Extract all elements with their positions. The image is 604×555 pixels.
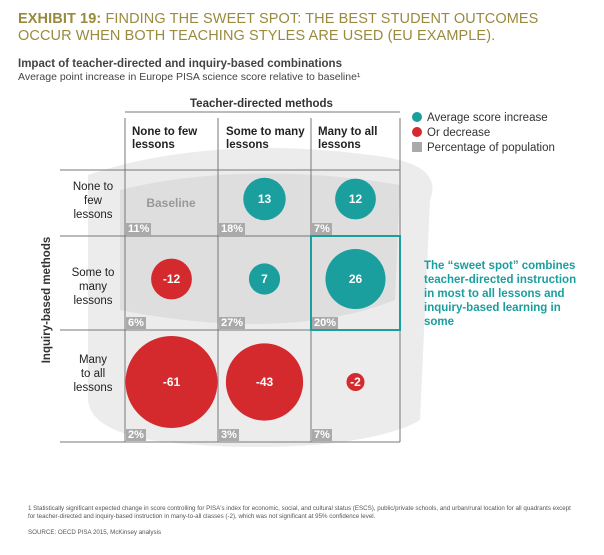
column-header-0: None to few lessons xyxy=(132,126,198,151)
sweet-spot-callout: The “sweet spot” combines teacher-direct… xyxy=(424,260,577,328)
column-axis-label: Teacher-directed methods xyxy=(190,98,333,110)
legend-decrease-swatch xyxy=(412,127,422,137)
bubble-value-r2-c2: -2 xyxy=(350,375,361,389)
column-header-1: Some to many lessons xyxy=(226,126,305,151)
bubble-r1-c1 xyxy=(248,263,281,295)
footnote: 1 Statistically significant expected cha… xyxy=(28,505,571,520)
row-header-1: Some to many lessons xyxy=(71,267,115,307)
population-pct-r1-c1: 27% xyxy=(219,317,246,329)
population-pct-r2-c1: 3% xyxy=(219,429,239,441)
population-pct-r0-c1: 18% xyxy=(219,223,246,235)
legend-increase-swatch xyxy=(412,112,422,122)
bubble-value-r1-c2: 26 xyxy=(348,272,363,286)
population-pct-r2-c2: 7% xyxy=(312,429,332,441)
bubble-r0-c1 xyxy=(243,177,286,221)
bubble-value-r0-c1: 13 xyxy=(257,192,272,206)
population-pct-r2-c0: 2% xyxy=(126,429,146,441)
chart-subtitle-units: Average point increase in Europe PISA sc… xyxy=(18,71,361,83)
population-pct-r0-c2: 7% xyxy=(312,223,332,235)
row-header-0: None to few lessons xyxy=(72,181,114,221)
source-note: SOURCE: OECD PISA 2015, McKinsey analysi… xyxy=(28,529,162,536)
row-header-2: Many to all lessons xyxy=(73,354,113,394)
bubble-r2-c0 xyxy=(125,336,218,428)
population-pct-r1-c0: 6% xyxy=(126,317,146,329)
legend-population: Percentage of population xyxy=(412,141,555,155)
legend-population-label: Percentage of population xyxy=(427,142,555,154)
bubble-value-r2-c1: -43 xyxy=(255,375,274,389)
bubble-r1-c0 xyxy=(151,258,192,300)
legend-population-swatch xyxy=(412,142,422,152)
bubble-r0-c2 xyxy=(335,178,376,220)
population-pct-r1-c2: 20% xyxy=(312,317,339,329)
bubble-value-r2-c0: -61 xyxy=(162,375,181,389)
exhibit-title-text: FINDING THE SWEET SPOT: THE BEST STUDENT… xyxy=(18,11,539,44)
population-pct-r0-c0: 11% xyxy=(126,223,152,235)
row-axis-label: Inquiry-based methods xyxy=(41,236,53,364)
bubble-r1-c2 xyxy=(325,248,386,310)
legend-decrease: Or decrease xyxy=(412,126,490,140)
column-header-2: Many to all lessons xyxy=(318,126,378,151)
exhibit-title: EXHIBIT 19: FINDING THE SWEET SPOT: THE … xyxy=(18,11,578,45)
exhibit-label: EXHIBIT 19: xyxy=(18,11,102,27)
bubble-value-r1-c1: 7 xyxy=(261,272,268,286)
bubble-r2-c1 xyxy=(225,343,304,421)
bubble-r2-c2 xyxy=(346,373,365,391)
sweet-spot-highlight xyxy=(310,235,401,331)
legend-decrease-label: Or decrease xyxy=(427,127,491,139)
bubble-value-r0-c2: 12 xyxy=(348,192,363,206)
bubble-value-r1-c0: -12 xyxy=(162,272,181,286)
legend-increase: Average score increase xyxy=(412,111,548,125)
legend-increase-label: Average score increase xyxy=(427,112,548,124)
baseline-label: Baseline xyxy=(146,196,196,210)
chart-subtitle: Impact of teacher-directed and inquiry-b… xyxy=(18,58,342,70)
